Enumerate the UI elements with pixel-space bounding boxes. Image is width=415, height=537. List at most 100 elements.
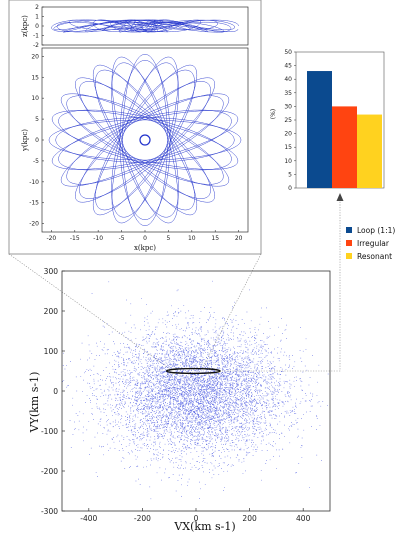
bar-ylabel: (%) <box>270 109 277 119</box>
xy-orbit-loop <box>75 77 215 203</box>
bar-ytick-label: 20 <box>284 131 292 138</box>
orbit-inset-frame <box>8 0 262 255</box>
bar-ytick-label: 5 <box>288 171 292 178</box>
xy-xtick-label: 10 <box>188 235 196 242</box>
xy-xtick-label: -15 <box>70 235 80 242</box>
xy-xtick-label: -5 <box>119 235 125 242</box>
scatter-ytick-label: -300 <box>41 507 58 516</box>
xy-orbit-loop <box>55 117 235 163</box>
bar-ytick-label: 0 <box>288 185 292 192</box>
xz-ytick-label: 2 <box>35 4 39 11</box>
bar-ytick-label: 15 <box>284 144 292 151</box>
xy-orbit-core <box>139 134 151 146</box>
xz-ylabel: z(kpc) <box>21 15 29 37</box>
xy-xtick-label: 0 <box>143 235 147 242</box>
xy-orbit-loop <box>79 81 211 199</box>
xy-orbit-loop <box>95 69 195 211</box>
xz-orbit-trace <box>51 19 239 33</box>
xz-y-ticks: 2 1 0 -1 -2 <box>33 4 44 49</box>
connector-lines <box>8 196 341 372</box>
bar-ytick-label: 50 <box>284 49 292 56</box>
bar-ytick-label: 30 <box>284 103 292 110</box>
bar-ytick-label: 10 <box>284 158 292 165</box>
legend-swatch-0 <box>346 227 352 233</box>
xy-xtick-label: -10 <box>93 235 103 242</box>
bar-2 <box>357 114 382 188</box>
scatter-ytick-label: -100 <box>41 427 58 436</box>
bar-ytick-label: 45 <box>284 63 292 70</box>
xy-xtick-label: 15 <box>211 235 219 242</box>
scatter-xtick-label: 200 <box>242 514 257 523</box>
xy-ytick-label: -15 <box>29 200 39 207</box>
xy-orbit-loop <box>51 110 239 170</box>
xy-orbit-loop <box>92 64 198 216</box>
xy-orbit-loop <box>95 69 195 211</box>
legend-swatch-2 <box>346 253 352 259</box>
xy-orbit-loop <box>92 64 198 216</box>
xy-orbit-loop <box>79 81 211 199</box>
xy-ytick-label: 20 <box>31 53 39 60</box>
xy-ytick-label: -10 <box>29 179 39 186</box>
xy-ytick-label: 15 <box>31 74 39 81</box>
scatter-ytick-label: 300 <box>44 267 59 276</box>
scatter-panel-frame <box>61 270 331 512</box>
legend-label-0: Loop (1:1) <box>357 226 395 235</box>
bar-1 <box>332 106 357 188</box>
xy-orbit-loop <box>58 109 232 171</box>
scatter-ytick-label: 100 <box>44 347 59 356</box>
xy-orbit-loop <box>111 56 179 224</box>
xy-ytick-label: 5 <box>35 116 39 123</box>
legend-label-2: Resonant <box>357 252 392 261</box>
xz-orbit-line <box>51 19 239 33</box>
scatter-points <box>62 280 329 500</box>
xy-xtick-label: -20 <box>46 235 56 242</box>
legend: Loop (1:1) Irregular Resonant <box>346 226 395 261</box>
xz-ytick-label: -2 <box>33 42 39 49</box>
xy-xlabel: x(kpc) <box>134 244 156 252</box>
xy-orbit-loop <box>111 62 179 218</box>
scatter-ytick-label: 0 <box>53 387 58 396</box>
highlight-ellipse <box>165 367 221 375</box>
xy-ytick-label: 0 <box>35 137 39 144</box>
xy-orbit-loop <box>66 95 224 185</box>
xy-ytick-label: -20 <box>29 221 39 228</box>
bar-ytick-label: 25 <box>284 117 292 124</box>
xy-orbit-loop <box>75 77 215 203</box>
xy-orbit-loop <box>122 54 168 226</box>
xy-ylabel: y(kpc) <box>21 129 29 152</box>
xy-ytick-label: -5 <box>33 158 39 165</box>
scatter-xtick-label: 400 <box>296 514 311 523</box>
scatter-point-cloud <box>62 280 329 500</box>
xy-orbit-loop <box>119 60 171 220</box>
xy-orbit-loop <box>111 62 179 218</box>
connector-arrowhead <box>336 193 344 201</box>
xy-orbit-loop <box>111 56 179 224</box>
scatter-xtick-label: -200 <box>134 514 151 523</box>
xy-orbit-loop <box>60 93 230 187</box>
xy-orbit-trace <box>48 54 242 226</box>
scatter-xlabel: VX(km s-1) <box>173 520 235 533</box>
scatter-ylabel: VY(km s-1) <box>28 372 41 434</box>
legend-label-1: Irregular <box>357 239 390 248</box>
xy-ytick-label: 10 <box>31 95 39 102</box>
legend-swatch-1 <box>346 240 352 246</box>
bar-ytick-label: 35 <box>284 90 292 97</box>
scatter-ytick-label: 200 <box>44 307 59 316</box>
xy-orbit-loop <box>66 95 224 185</box>
xy-orbit-loop <box>60 93 230 187</box>
xz-ytick-label: 0 <box>35 23 39 30</box>
xy-orbit-loop <box>51 110 239 170</box>
xy-orbit-loop <box>58 109 232 171</box>
xy-orbit-loop <box>48 119 242 161</box>
bar-ytick-label: 40 <box>284 76 292 83</box>
bars <box>307 71 382 188</box>
scatter-xtick-label: 0 <box>194 514 199 523</box>
scatter-ytick-label: -200 <box>41 467 58 476</box>
xz-ytick-label: 1 <box>35 14 39 21</box>
scatter-xtick-label: -400 <box>80 514 97 523</box>
xy-xtick-label: 5 <box>166 235 170 242</box>
bar-0 <box>307 71 332 188</box>
xy-ticks: -20 -15 -10 -5 0 5 10 15 20 20 15 10 5 0 -5 -10 -15 -20 <box>29 53 242 242</box>
